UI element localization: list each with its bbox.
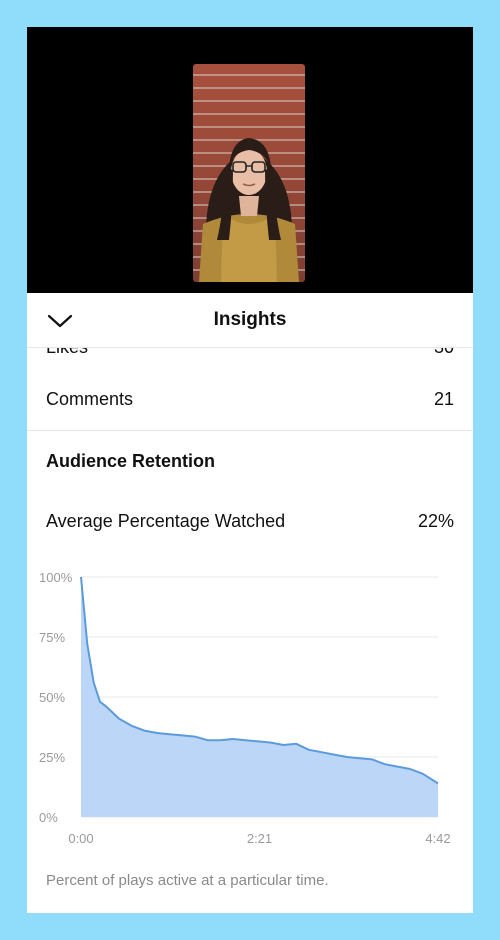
- phone-screen: Insights Likes 30 Comments 21 Audience R…: [27, 27, 473, 913]
- average-watched-label: Average Percentage Watched: [46, 511, 286, 531]
- average-watched-value: 22%: [417, 511, 454, 531]
- page-title: Insights: [213, 309, 287, 330]
- chevron-down-icon: [47, 314, 73, 328]
- video-thumbnail[interactable]: [193, 64, 305, 282]
- y-tick-label: 0%: [39, 810, 58, 825]
- section-title: Audience Retention: [46, 451, 216, 471]
- presenter-image: [199, 138, 299, 282]
- video-player[interactable]: [27, 27, 473, 293]
- collapse-button[interactable]: [45, 306, 75, 336]
- retention-chart: 0% 25% 50% 75% 100% 0:00 2:21 4:42: [39, 570, 451, 846]
- retention-line: [80, 576, 439, 785]
- average-watched-row: Average Percentage Watched 22%: [46, 511, 454, 532]
- metric-row-likes: Likes 30: [27, 348, 473, 360]
- metric-label: Likes: [46, 348, 88, 358]
- x-tick-label: 0:00: [68, 831, 93, 846]
- metric-row-comments: Comments 21: [46, 389, 454, 410]
- chart-caption: Percent of plays active at a particular …: [46, 872, 329, 889]
- section-divider: [27, 430, 473, 431]
- metric-value: 30: [434, 348, 454, 358]
- y-tick-label: 25%: [39, 750, 65, 765]
- retention-area: [81, 577, 438, 817]
- insights-header: Insights: [27, 293, 473, 348]
- y-tick-label: 100%: [39, 570, 73, 585]
- metric-label: Comments: [46, 389, 134, 409]
- y-tick-label: 75%: [39, 630, 65, 645]
- metric-value: 21: [433, 389, 454, 409]
- x-tick-label: 2:21: [247, 831, 272, 846]
- y-tick-label: 50%: [39, 690, 65, 705]
- x-tick-label: 4:42: [425, 831, 450, 846]
